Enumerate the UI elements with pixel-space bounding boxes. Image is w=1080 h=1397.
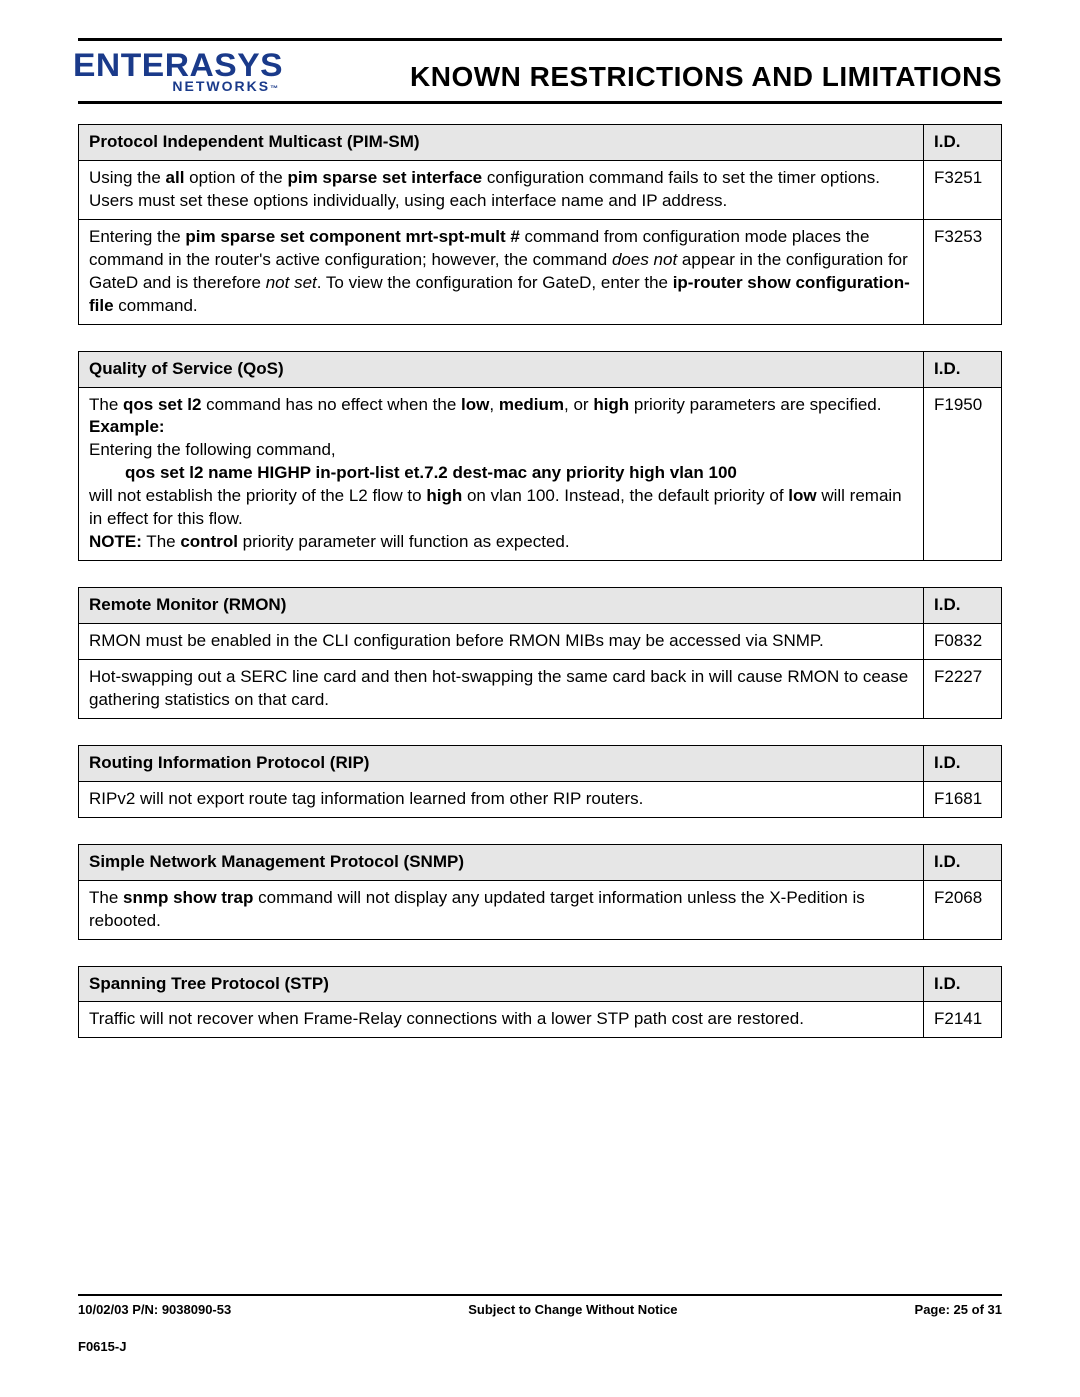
logo: ENTERASYS NETWORKS™: [78, 49, 278, 93]
table-row: Entering the pim sparse set component mr…: [79, 219, 1002, 324]
issue-id: F2068: [924, 880, 1002, 939]
section-table: Protocol Independent Multicast (PIM-SM)I…: [78, 124, 1002, 325]
id-header: I.D.: [924, 125, 1002, 161]
section-table: Routing Information Protocol (RIP)I.D.RI…: [78, 745, 1002, 818]
section-title: Quality of Service (QoS): [79, 351, 924, 387]
issue-description: The qos set l2 command has no effect whe…: [79, 387, 924, 561]
issue-description: The snmp show trap command will not disp…: [79, 880, 924, 939]
logo-main: ENTERASYS: [73, 49, 283, 81]
issue-id: F2227: [924, 659, 1002, 718]
issue-id: F0832: [924, 624, 1002, 660]
logo-tm: ™: [270, 84, 278, 93]
section-table: Quality of Service (QoS)I.D.The qos set …: [78, 351, 1002, 562]
section-title: Remote Monitor (RMON): [79, 588, 924, 624]
table-row: The snmp show trap command will not disp…: [79, 880, 1002, 939]
section-title: Protocol Independent Multicast (PIM-SM): [79, 125, 924, 161]
footer-center: Subject to Change Without Notice: [468, 1302, 677, 1317]
top-rule: [78, 38, 1002, 41]
section-table: Spanning Tree Protocol (STP)I.D.Traffic …: [78, 966, 1002, 1039]
footer: 10/02/03 P/N: 9038090-53 Subject to Chan…: [78, 1294, 1002, 1354]
footer-page-prefix: Page:: [915, 1302, 954, 1317]
footer-page-total: 31: [988, 1302, 1002, 1317]
header: ENTERASYS NETWORKS™ KNOWN RESTRICTIONS A…: [78, 43, 1002, 104]
tables-container: Protocol Independent Multicast (PIM-SM)I…: [78, 124, 1002, 1038]
document-title: KNOWN RESTRICTIONS AND LIMITATIONS: [410, 61, 1002, 93]
footer-page-of: of: [968, 1302, 988, 1317]
issue-description: RIPv2 will not export route tag informat…: [79, 781, 924, 817]
issue-description: Using the all option of the pim sparse s…: [79, 160, 924, 219]
issue-id: F3251: [924, 160, 1002, 219]
issue-id: F2141: [924, 1002, 1002, 1038]
footer-page-current: 25: [954, 1302, 968, 1317]
table-row: The qos set l2 command has no effect whe…: [79, 387, 1002, 561]
issue-description: Hot-swapping out a SERC line card and th…: [79, 659, 924, 718]
issue-id: F1950: [924, 387, 1002, 561]
table-row: Using the all option of the pim sparse s…: [79, 160, 1002, 219]
table-row: RIPv2 will not export route tag informat…: [79, 781, 1002, 817]
issue-id: F1681: [924, 781, 1002, 817]
section-table: Simple Network Management Protocol (SNMP…: [78, 844, 1002, 940]
footer-right: Page: 25 of 31: [915, 1302, 1002, 1317]
section-title: Routing Information Protocol (RIP): [79, 745, 924, 781]
table-row: RMON must be enabled in the CLI configur…: [79, 624, 1002, 660]
issue-description: Entering the pim sparse set component mr…: [79, 219, 924, 324]
issue-id: F3253: [924, 219, 1002, 324]
footer-left: 10/02/03 P/N: 9038090-53: [78, 1302, 231, 1317]
id-header: I.D.: [924, 966, 1002, 1002]
footer-row: 10/02/03 P/N: 9038090-53 Subject to Chan…: [78, 1296, 1002, 1317]
id-header: I.D.: [924, 351, 1002, 387]
id-header: I.D.: [924, 844, 1002, 880]
table-row: Hot-swapping out a SERC line card and th…: [79, 659, 1002, 718]
issue-description: RMON must be enabled in the CLI configur…: [79, 624, 924, 660]
table-row: Traffic will not recover when Frame-Rela…: [79, 1002, 1002, 1038]
section-table: Remote Monitor (RMON)I.D.RMON must be en…: [78, 587, 1002, 719]
section-title: Simple Network Management Protocol (SNMP…: [79, 844, 924, 880]
footer-code: F0615-J: [78, 1339, 1002, 1354]
id-header: I.D.: [924, 745, 1002, 781]
page: ENTERASYS NETWORKS™ KNOWN RESTRICTIONS A…: [78, 38, 1002, 1064]
issue-description: Traffic will not recover when Frame-Rela…: [79, 1002, 924, 1038]
id-header: I.D.: [924, 588, 1002, 624]
section-title: Spanning Tree Protocol (STP): [79, 966, 924, 1002]
